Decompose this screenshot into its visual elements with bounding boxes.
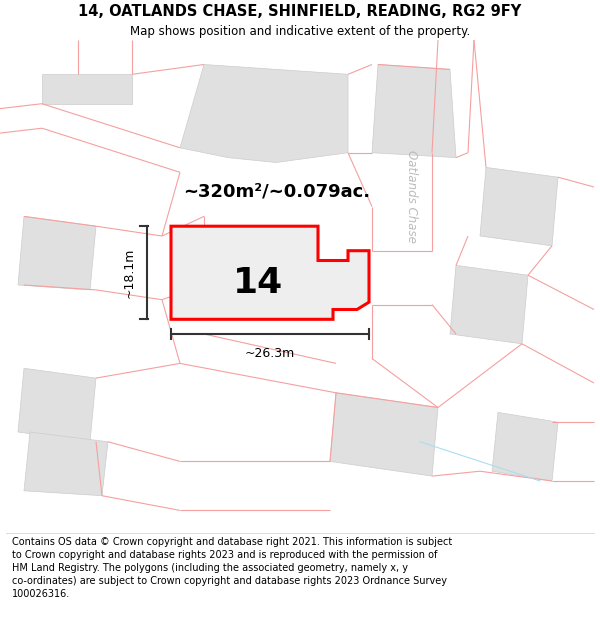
Polygon shape: [450, 266, 528, 344]
Polygon shape: [18, 216, 96, 290]
Text: Map shows position and indicative extent of the property.: Map shows position and indicative extent…: [130, 25, 470, 38]
Polygon shape: [492, 412, 558, 481]
Polygon shape: [330, 392, 438, 476]
Polygon shape: [24, 432, 108, 496]
Polygon shape: [180, 64, 348, 162]
Text: ~320m²/~0.079ac.: ~320m²/~0.079ac.: [183, 183, 370, 201]
Polygon shape: [18, 368, 96, 442]
Polygon shape: [42, 74, 132, 104]
Text: ~26.3m: ~26.3m: [245, 347, 295, 360]
Polygon shape: [171, 226, 369, 319]
Polygon shape: [372, 64, 456, 158]
Text: Contains OS data © Crown copyright and database right 2021. This information is : Contains OS data © Crown copyright and d…: [12, 537, 452, 599]
Text: 14, OATLANDS CHASE, SHINFIELD, READING, RG2 9FY: 14, OATLANDS CHASE, SHINFIELD, READING, …: [79, 4, 521, 19]
Text: ~18.1m: ~18.1m: [122, 248, 136, 298]
Text: Oatlands Chase: Oatlands Chase: [404, 151, 418, 243]
Polygon shape: [480, 168, 558, 246]
Text: 14: 14: [233, 266, 283, 299]
